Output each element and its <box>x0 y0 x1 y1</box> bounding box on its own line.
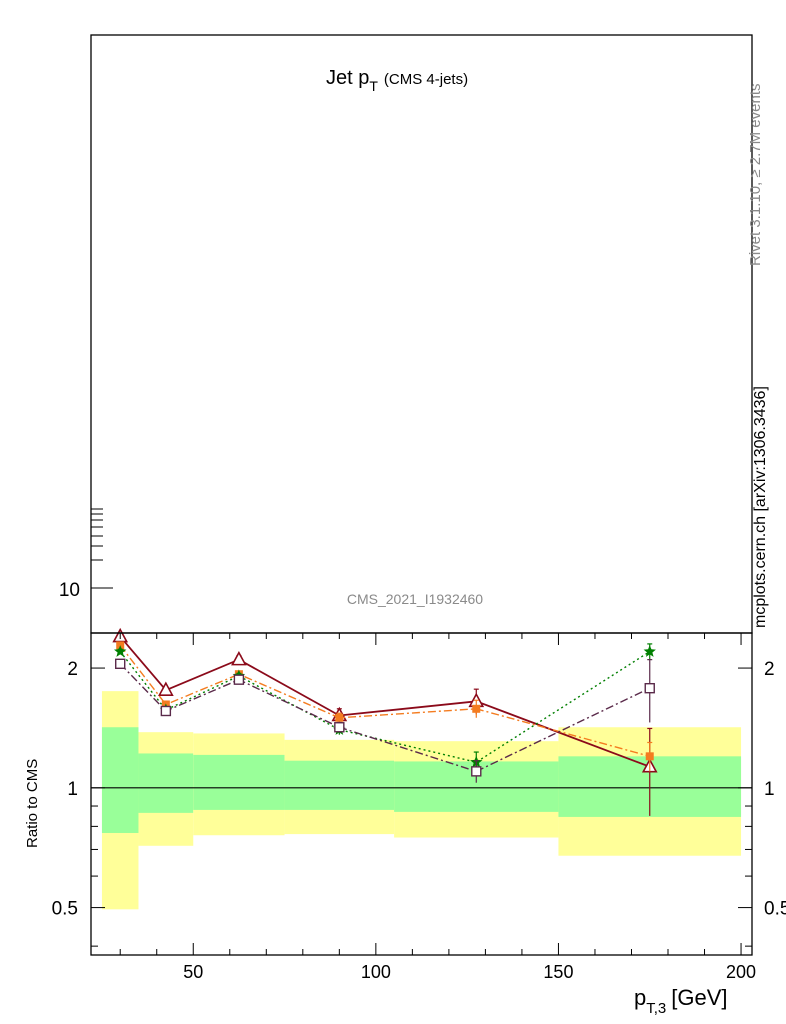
source-label: mcplots.cern.ch [arXiv:1306.3436] <box>752 386 769 628</box>
series-open-square <box>115 658 655 783</box>
x-tick-label-1: 100 <box>361 962 391 982</box>
ratio-y-axis-label: Ratio to CMS <box>24 759 41 848</box>
main-panel-frame <box>90 34 753 634</box>
y-tick-labels: 0.5 0.5 1 1 2 2 <box>52 659 786 920</box>
uncertainty-bands <box>101 691 742 910</box>
y-tick-label-right-2: 2 <box>764 659 775 680</box>
marker-open-square-5 <box>644 682 655 694</box>
main-y-tick-label: 10 <box>59 580 80 601</box>
inner-band-1 <box>138 753 194 813</box>
inner-band-3 <box>284 760 395 810</box>
x-tick-label-3: 200 <box>726 962 756 982</box>
inner-band-0 <box>101 727 139 833</box>
marker-open-square-0 <box>115 658 126 669</box>
marker-star-5 <box>643 645 656 657</box>
marker-star-0 <box>114 645 127 657</box>
marker-open-square-1 <box>160 705 172 717</box>
marker-triangle-1 <box>158 681 174 696</box>
marker-open-square-3 <box>334 722 345 733</box>
analysis-id: CMS_2021_I1932460 <box>347 591 483 607</box>
y-tick-label-left-1: 1 <box>67 779 78 800</box>
main-title: Jet pT (CMS 4-jets) <box>326 67 468 94</box>
marker-open-square-4 <box>471 766 482 777</box>
series-line-open-square <box>119 663 651 773</box>
x-tick-labels: 50 100 150 200 <box>183 962 756 982</box>
series-line-filled-square <box>119 644 650 757</box>
x-axis-label: pT,3 [GeV] <box>634 985 728 1017</box>
y-tick-label-left-2: 2 <box>67 659 78 680</box>
y-tick-label-right-0: 0.5 <box>764 899 786 920</box>
marker-open-square-2 <box>233 674 245 685</box>
y-tick-label-left-0: 0.5 <box>52 899 78 920</box>
series-layer <box>112 627 658 816</box>
ratio-panel-frame <box>90 632 753 956</box>
axis-ticks <box>91 508 752 955</box>
marker-filled-square-3 <box>335 713 344 722</box>
x-tick-label-0: 50 <box>183 962 203 982</box>
inner-band-2 <box>193 754 285 810</box>
series-line-triangle <box>119 636 651 768</box>
y-tick-label-right-1: 1 <box>764 779 775 800</box>
marker-filled-square-5 <box>645 752 654 761</box>
rivet-label: Rivet 3.1.10, ≥ 2.7M events <box>747 84 764 267</box>
marker-filled-square-4 <box>472 704 481 713</box>
marker-triangle-2 <box>231 650 247 666</box>
series-line-star <box>119 651 651 763</box>
x-tick-label-2: 150 <box>543 962 573 982</box>
